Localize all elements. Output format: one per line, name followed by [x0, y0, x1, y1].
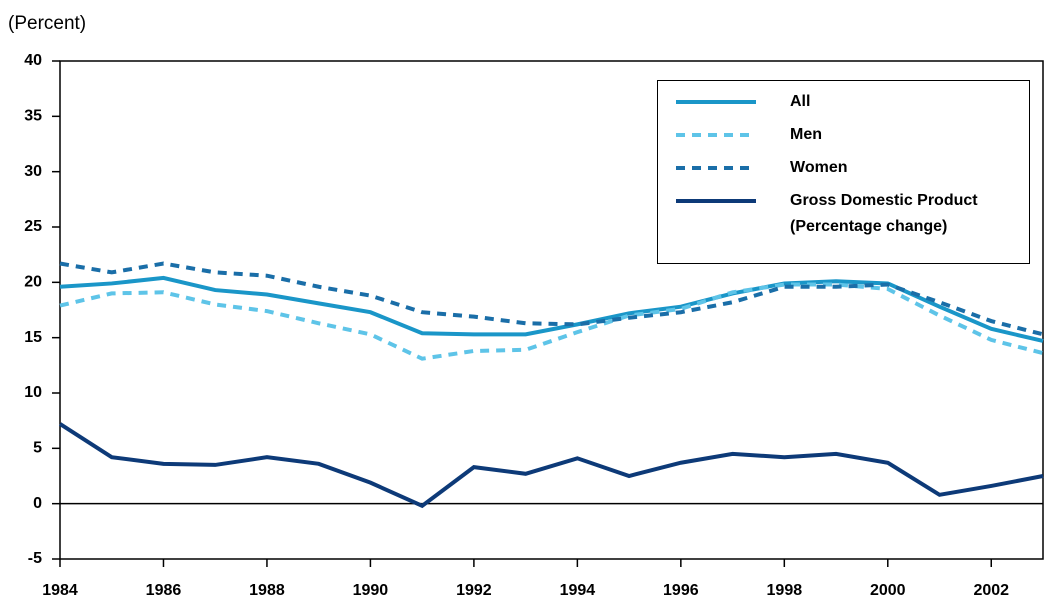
- series-line: [59, 282, 1044, 361]
- x-tick-label: 1998: [767, 582, 803, 599]
- x-tick-label: 1994: [560, 582, 596, 599]
- y-tick-label: 35: [24, 108, 42, 125]
- legend: All Men Women Gross Domestic Product (Perce…: [657, 80, 1030, 264]
- legend-item: Men: [658, 122, 1005, 148]
- x-tick-label: 1992: [456, 582, 492, 599]
- x-tick-label: 1986: [146, 582, 182, 599]
- legend-item: All: [658, 89, 1005, 115]
- x-tick-label: 2002: [973, 582, 1009, 599]
- x-tick-label: 2000: [870, 582, 906, 599]
- series-line: [58, 422, 1044, 509]
- y-tick-label: 25: [24, 218, 42, 235]
- legend-label: Gross Domestic Product (Percentage chang…: [790, 192, 978, 235]
- y-tick-label: -5: [28, 550, 42, 567]
- legend-item: Women: [658, 155, 1005, 181]
- y-tick-label: 40: [24, 52, 42, 69]
- series-line: [59, 261, 1044, 337]
- x-tick-label: 1988: [249, 582, 285, 599]
- y-tick-label: 5: [33, 440, 42, 457]
- legend-label: Men: [790, 126, 822, 143]
- legend-swatch: [676, 166, 756, 170]
- series-line: [59, 275, 1044, 343]
- legend-swatch: [676, 133, 756, 137]
- legend-label: All: [790, 93, 811, 110]
- y-tick-label: 15: [24, 329, 42, 346]
- legend-swatch: [676, 199, 756, 203]
- x-tick-label: 1984: [42, 582, 78, 599]
- y-tick-label: 30: [24, 163, 42, 180]
- x-tick-label: 1996: [663, 582, 699, 599]
- legend-label: Women: [790, 159, 848, 176]
- y-tick-label: 0: [33, 495, 42, 512]
- plot-frame: [59, 60, 1044, 560]
- legend-item: Gross Domestic Product (Percentage chang…: [658, 188, 1005, 240]
- y-axis-label: (Percent): [8, 13, 86, 34]
- y-tick-label: 10: [24, 384, 42, 401]
- y-tick-label: 20: [24, 274, 42, 291]
- legend-swatch: [676, 100, 756, 104]
- x-tick-label: 1990: [353, 582, 389, 599]
